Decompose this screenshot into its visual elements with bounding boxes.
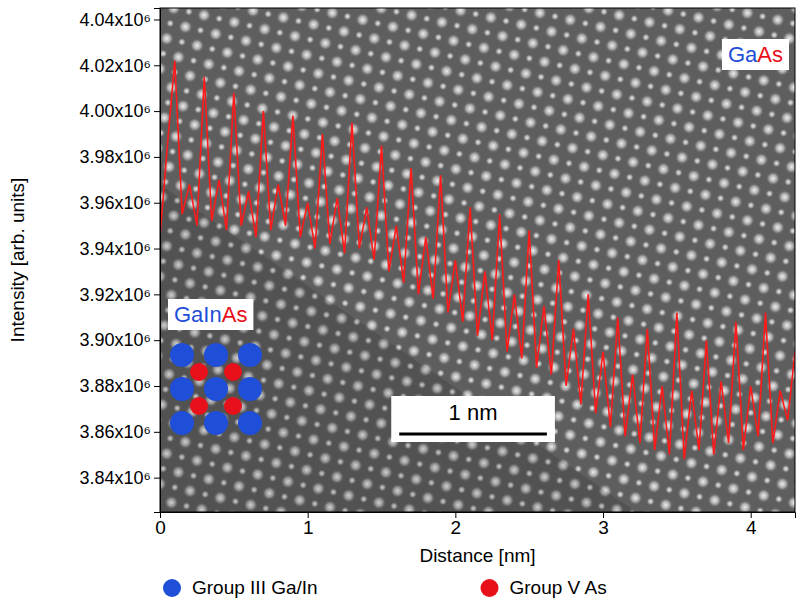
group-iii-atom xyxy=(170,377,194,401)
x-tick-label: 1 xyxy=(303,517,314,538)
group-v-atom xyxy=(190,397,208,415)
phase-label: GaInAs xyxy=(168,299,253,330)
x-tick: 4 xyxy=(746,512,757,538)
y-tick: 3.90x10⁶ xyxy=(80,330,160,350)
y-tick: 3.96x10⁶ xyxy=(80,193,160,213)
y-tick-label: 3.90x10⁶ xyxy=(80,330,151,350)
y-tick: 3.98x10⁶ xyxy=(80,147,160,167)
y-tick-label: 3.98x10⁶ xyxy=(80,147,151,167)
profile-line xyxy=(160,61,795,460)
scale-bar-label: 1 nm xyxy=(449,400,498,425)
legend: Group III Ga/In Group V As xyxy=(163,577,607,598)
x-tick-label: 4 xyxy=(746,517,757,538)
x-tick: 1 xyxy=(303,512,314,538)
y-tick: 3.94x10⁶ xyxy=(80,239,160,259)
phase-label-part: Ga xyxy=(728,42,758,67)
y-axis-line xyxy=(154,9,161,513)
ganinas-region xyxy=(160,184,636,512)
y-tick-label: 4.00x10⁶ xyxy=(80,101,151,121)
y-tick: 4.02x10⁶ xyxy=(80,56,160,76)
label-background xyxy=(722,39,789,70)
y-tick-mark xyxy=(154,203,160,204)
scale-bar: 1 nm xyxy=(391,396,555,442)
y-tick-label: 4.02x10⁶ xyxy=(80,56,151,76)
phase-label-part: GaIn xyxy=(174,302,222,327)
x-axis-title: Distance [nm] xyxy=(419,545,535,566)
group-v-atom xyxy=(190,363,208,381)
y-tick-label: 4.04x10⁶ xyxy=(80,10,151,30)
plot-area xyxy=(160,61,795,460)
y-tick-mark xyxy=(154,111,160,112)
group-iii-atom xyxy=(238,377,262,401)
lattice-schematic xyxy=(170,343,262,435)
y-tick: 3.86x10⁶ xyxy=(80,422,160,442)
y-tick-label: 3.96x10⁶ xyxy=(80,193,151,213)
legend-label: Group V As xyxy=(510,577,607,598)
phase-label-part: As xyxy=(222,302,248,327)
group-v-atom xyxy=(224,397,242,415)
x-tick-label: 2 xyxy=(451,517,462,538)
group-iii-atom xyxy=(170,343,194,367)
y-tick-mark xyxy=(154,294,160,295)
phase-label-text: GaInAs xyxy=(174,302,247,327)
y-tick-mark xyxy=(154,157,160,158)
y-tick-mark xyxy=(154,65,160,66)
y-tick-label: 3.94x10⁶ xyxy=(80,239,151,259)
y-tick-label: 3.84x10⁶ xyxy=(80,468,151,488)
group-iii-atom xyxy=(204,377,228,401)
phase-label-part: As xyxy=(757,42,783,67)
group-iii-atom xyxy=(238,411,262,435)
y-tick: 3.88x10⁶ xyxy=(80,376,160,396)
y-tick: 4.00x10⁶ xyxy=(80,101,160,121)
y-tick-mark xyxy=(154,478,160,479)
legend-label: Group III Ga/In xyxy=(192,577,318,598)
phase-label: GaAs xyxy=(722,39,789,70)
y-tick: 4.04x10⁶ xyxy=(80,10,160,30)
group-iii-atom xyxy=(204,411,228,435)
y-tick: 3.92x10⁶ xyxy=(80,285,160,305)
group-iii-atom xyxy=(238,343,262,367)
label-background xyxy=(168,299,253,330)
y-axis: 3.84x10⁶ 3.86x10⁶ 3.88x10⁶ 3.90x10⁶ 3.92x10⁶… xyxy=(80,9,161,513)
y-tick-label: 3.86x10⁶ xyxy=(80,422,151,442)
group-iii-atom xyxy=(204,343,228,367)
y-tick-mark xyxy=(154,386,160,387)
group-v-atom xyxy=(224,363,242,381)
x-tick-label: 3 xyxy=(598,517,609,538)
y-tick: 3.84x10⁶ xyxy=(80,468,160,488)
y-tick-mark xyxy=(154,249,160,250)
micrograph xyxy=(160,8,795,512)
y-axis-title: Intensity [arb. units] xyxy=(7,178,28,343)
y-tick-label: 3.92x10⁶ xyxy=(80,285,151,305)
phase-label-text: GaAs xyxy=(728,42,783,67)
x-axis-line xyxy=(161,513,796,519)
scale-bar-background xyxy=(391,396,555,442)
y-tick-mark xyxy=(154,19,160,20)
y-tick-mark xyxy=(154,340,160,341)
x-tick-label: 0 xyxy=(155,517,166,538)
x-tick: 3 xyxy=(598,512,609,538)
x-tick: 0 xyxy=(155,512,166,538)
legend-marker xyxy=(481,579,499,597)
group-iii-atom xyxy=(170,411,194,435)
legend-marker xyxy=(163,579,181,597)
chart: 3.84x10⁶ 3.86x10⁶ 3.88x10⁶ 3.90x10⁶ 3.92x10⁶… xyxy=(0,0,805,610)
x-tick: 2 xyxy=(451,512,462,538)
y-tick-label: 3.88x10⁶ xyxy=(80,376,151,396)
scale-bar-line xyxy=(399,433,547,436)
x-axis: 0 1 2 3 4 xyxy=(155,512,795,538)
y-tick-mark xyxy=(154,432,160,433)
plot-frame xyxy=(160,8,795,512)
